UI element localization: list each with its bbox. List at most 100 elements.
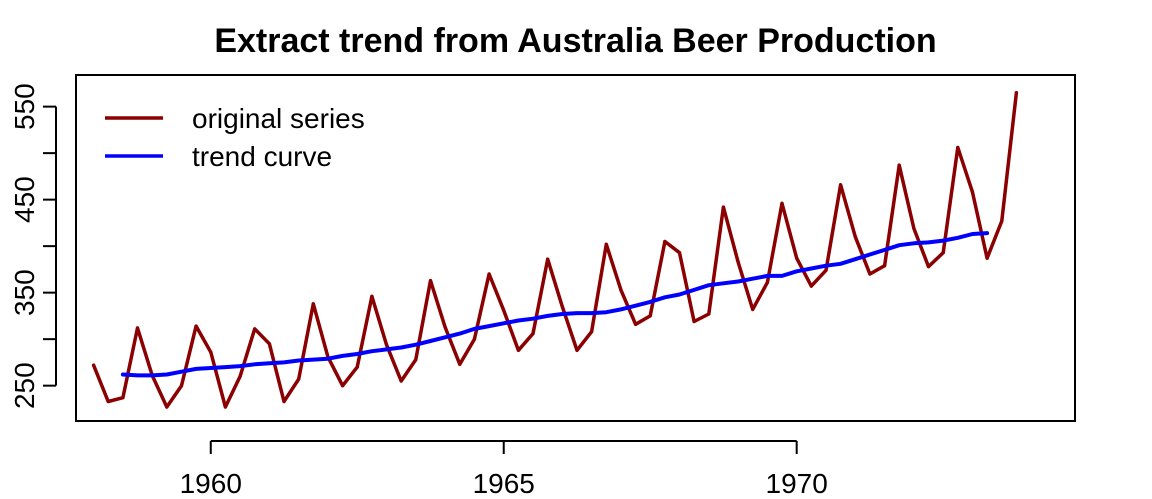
data-point-trend-curve: [926, 240, 931, 244]
data-point-original-series: [297, 377, 301, 381]
data-point-trend-curve: [897, 243, 901, 247]
y-tick-label: 550: [9, 83, 40, 130]
data-point-original-series: [956, 145, 960, 150]
data-point-original-series: [736, 260, 740, 264]
data-point-original-series: [677, 251, 682, 255]
data-point-original-series: [223, 405, 227, 409]
data-point-trend-curve: [223, 365, 227, 369]
data-point-original-series: [384, 343, 389, 347]
data-point-trend-curve: [956, 236, 960, 240]
data-point-original-series: [209, 350, 213, 354]
data-point-original-series: [531, 332, 535, 336]
data-point-trend-curve: [384, 347, 389, 351]
data-point-original-series: [238, 374, 242, 378]
data-point-original-series: [839, 183, 843, 187]
data-point-trend-curve: [619, 307, 623, 311]
data-point-original-series: [853, 235, 857, 239]
data-point-trend-curve: [883, 248, 887, 252]
data-point-trend-curve: [765, 274, 770, 278]
series-line-original-series: [91, 90, 1019, 409]
data-point-original-series: [370, 294, 374, 298]
x-tick-label: 1970: [766, 468, 828, 499]
data-point-original-series: [926, 265, 931, 269]
legend-label: original series: [192, 103, 365, 134]
data-point-trend-curve: [751, 277, 755, 281]
data-point-trend-curve: [604, 310, 608, 314]
data-point-trend-curve: [692, 288, 696, 292]
y-tick-label: 450: [9, 176, 40, 223]
data-point-original-series: [546, 257, 550, 261]
data-point-trend-curve: [326, 357, 330, 361]
data-point-original-series: [458, 362, 462, 366]
data-point-trend-curve: [721, 281, 726, 285]
data-point-trend-curve: [487, 324, 491, 328]
legend: original series trend curve: [105, 103, 365, 172]
data-point-trend-curve: [238, 364, 242, 368]
data-point-trend-curve: [795, 269, 799, 273]
data-point-trend-curve: [590, 311, 594, 315]
data-point-original-series: [1014, 91, 1019, 95]
data-point-trend-curve: [780, 274, 784, 278]
series-layer: [91, 90, 1019, 409]
data-point-original-series: [179, 384, 184, 388]
data-point-trend-curve: [912, 241, 916, 245]
data-point-trend-curve: [575, 311, 579, 315]
data-point-original-series: [399, 379, 403, 383]
data-point-trend-curve: [194, 367, 198, 371]
data-point-trend-curve: [560, 312, 564, 316]
data-point-trend-curve: [209, 366, 213, 370]
data-point-original-series: [414, 358, 418, 362]
data-point-original-series: [707, 312, 711, 316]
data-point-original-series: [765, 280, 770, 284]
data-point-trend-curve: [970, 232, 975, 236]
data-point-trend-curve: [663, 295, 667, 299]
data-point-trend-curve: [634, 304, 638, 308]
x-tick-label: 1965: [473, 468, 535, 499]
data-point-original-series: [428, 279, 433, 283]
data-point-original-series: [809, 284, 813, 288]
data-point-original-series: [121, 396, 125, 400]
data-point-original-series: [253, 327, 257, 331]
data-point-trend-curve: [282, 360, 286, 364]
data-point-trend-curve: [121, 372, 125, 377]
y-tick-label: 350: [9, 269, 40, 316]
data-point-original-series: [634, 322, 638, 326]
data-point-original-series: [487, 272, 491, 276]
data-point-original-series: [941, 251, 945, 255]
data-point-trend-curve: [824, 264, 828, 268]
data-point-original-series: [92, 363, 96, 367]
data-point-original-series: [341, 384, 345, 388]
data-point-original-series: [135, 326, 140, 330]
data-point-trend-curve: [150, 373, 154, 377]
data-point-trend-curve: [428, 339, 433, 343]
data-point-trend-curve: [341, 354, 345, 358]
data-point-original-series: [560, 305, 564, 309]
data-point-trend-curve: [985, 231, 989, 235]
data-point-original-series: [355, 365, 359, 369]
data-point-original-series: [502, 308, 506, 312]
data-point-original-series: [311, 302, 315, 306]
data-point-original-series: [868, 272, 872, 276]
series-line-trend-curve: [120, 231, 990, 378]
data-point-original-series: [590, 330, 594, 334]
data-point-trend-curve: [414, 343, 418, 347]
data-point-trend-curve: [443, 335, 447, 339]
y-tick-label: 250: [9, 362, 40, 409]
data-point-original-series: [912, 226, 916, 231]
data-point-original-series: [443, 325, 447, 329]
plot-frame: [75, 74, 1076, 422]
data-point-original-series: [692, 319, 696, 324]
data-point-trend-curve: [853, 257, 857, 261]
data-point-trend-curve: [267, 361, 271, 365]
axes: 1960 1965 1970 250 350 450 550: [9, 83, 828, 499]
data-point-trend-curve: [677, 292, 682, 297]
data-point-original-series: [780, 201, 784, 205]
data-point-original-series: [663, 239, 667, 244]
data-point-original-series: [575, 348, 579, 352]
data-point-trend-curve: [399, 345, 403, 350]
data-point-original-series: [648, 314, 652, 318]
data-point-original-series: [721, 205, 726, 209]
data-point-original-series: [824, 268, 828, 272]
x-tick-label: 1960: [180, 468, 242, 499]
